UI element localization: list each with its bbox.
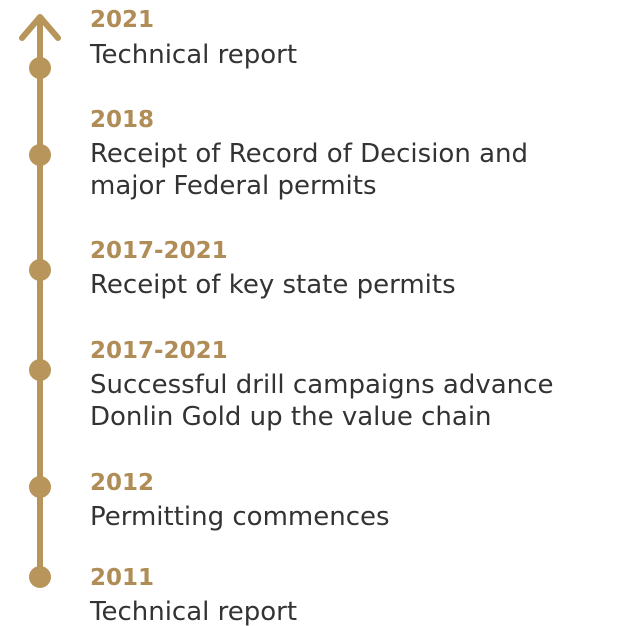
timeline-dot (29, 144, 51, 166)
timeline-dot (29, 57, 51, 79)
item-description: Technical report (89, 40, 297, 70)
item-year: 2017-2021 (90, 338, 228, 364)
item-description: major Federal permits (90, 171, 377, 201)
timeline-dot (29, 566, 51, 588)
item-description: Successful drill campaigns advance (90, 370, 553, 400)
item-description: Receipt of Record of Decision and (90, 139, 528, 169)
timeline-dot (29, 259, 51, 281)
item-description: Donlin Gold up the value chain (90, 402, 492, 432)
timeline-dot (29, 476, 51, 498)
item-year: 2011 (90, 565, 154, 591)
item-year: 2018 (90, 107, 154, 133)
item-description: Receipt of key state permits (90, 270, 456, 300)
item-description: Technical report (89, 597, 297, 626)
item-year: 2012 (90, 470, 154, 496)
item-description: Permitting commences (90, 502, 390, 532)
item-year: 2021 (90, 7, 154, 33)
arrow-head (19, 14, 61, 41)
timeline-dot (29, 359, 51, 381)
item-year: 2017-2021 (90, 238, 228, 264)
